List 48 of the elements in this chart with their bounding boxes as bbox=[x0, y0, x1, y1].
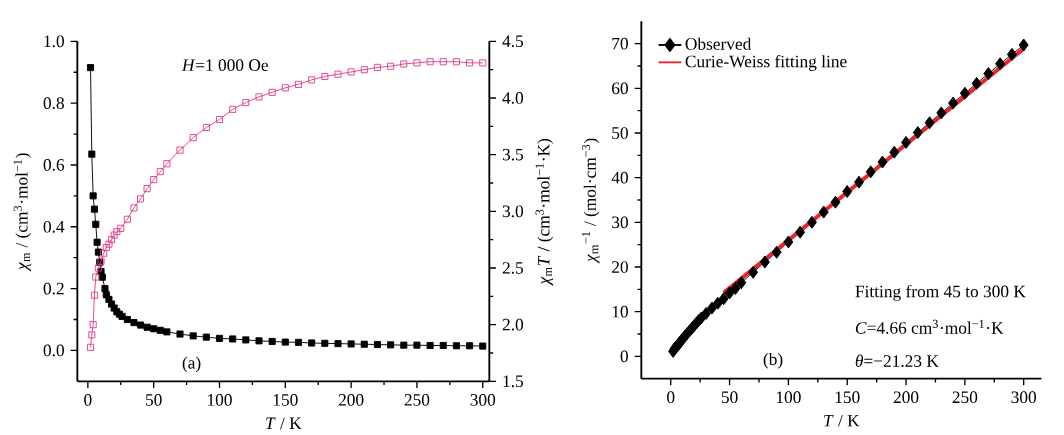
y2-tick-label: 3.5 bbox=[502, 148, 524, 161]
x-tick-label: 200 bbox=[338, 394, 364, 406]
x-tick-label: 0 bbox=[84, 394, 92, 406]
y-tick-label: 40 bbox=[611, 171, 628, 184]
x-tick-label: 100 bbox=[208, 394, 232, 406]
x-tick-label: 100 bbox=[776, 391, 801, 404]
x-tick-label: 150 bbox=[835, 391, 860, 404]
y-tick-label: 60 bbox=[612, 82, 628, 95]
x-tick-label: 250 bbox=[404, 394, 430, 406]
x-tick-label: 200 bbox=[893, 391, 919, 404]
y2-tick-label: 4.5 bbox=[502, 35, 524, 48]
annotation: C=4.66 cm$^{3}$·mol$^{−1}$·K bbox=[855, 319, 1004, 334]
y2-tick-label: 4.0 bbox=[502, 92, 524, 104]
x-tick-label: 150 bbox=[273, 394, 298, 406]
x-tick-label: 300 bbox=[470, 394, 496, 406]
y-tick-label: 0 bbox=[620, 350, 628, 363]
y-tick-label: 1.0 bbox=[44, 35, 64, 48]
x-axis-title: T / K bbox=[266, 417, 302, 430]
legend-label: Observed bbox=[685, 37, 752, 50]
y-tick-label: 20 bbox=[612, 261, 628, 273]
y-tick-label: 30 bbox=[612, 216, 628, 229]
y-axis-title: χ$_{m}$ / (cm$^{3}$·mol$^{−1}$) bbox=[13, 153, 32, 272]
annotation: Fitting from 45 to 300 K bbox=[855, 284, 1026, 301]
annotation: (a) bbox=[182, 356, 201, 373]
y-tick-label: 0.2 bbox=[43, 282, 64, 295]
y-tick-label: 50 bbox=[612, 127, 628, 139]
x-axis-title: T / K bbox=[824, 414, 860, 427]
y-tick-label: 0.0 bbox=[43, 344, 64, 357]
y-tick-label: 0.8 bbox=[43, 97, 64, 110]
y2-tick-label: 2.5 bbox=[502, 262, 524, 274]
x-tick-label: 300 bbox=[1011, 391, 1037, 404]
x-tick-label: 250 bbox=[952, 391, 978, 404]
y2-axis-title: χ$_{m}$T / (cm$^{3}$·mol$^{−1}$·K) bbox=[535, 138, 554, 286]
x-tick-label: 0 bbox=[667, 391, 675, 404]
legend-label: Curie-Weiss fitting line bbox=[685, 54, 847, 71]
x-tick-label: 50 bbox=[146, 394, 162, 406]
annotation: H=1 000 Oe bbox=[181, 59, 268, 72]
annotation: (b) bbox=[763, 352, 783, 369]
y-tick-label: 10 bbox=[612, 305, 628, 318]
y-tick-label: 0.4 bbox=[43, 220, 65, 233]
y2-tick-label: 2.0 bbox=[502, 318, 524, 331]
y-axis-title: χ$_{m}$$^{−1}$ / (mol·cm$^{−3}$) bbox=[581, 138, 600, 264]
y-tick-label: 70 bbox=[612, 37, 628, 50]
annotation: θ=−21.23 K bbox=[855, 354, 939, 368]
y2-tick-label: 3.0 bbox=[502, 205, 524, 218]
y2-tick-label: 1.5 bbox=[503, 375, 524, 388]
x-tick-label: 50 bbox=[721, 391, 738, 404]
y-tick-label: 0.6 bbox=[43, 159, 65, 171]
